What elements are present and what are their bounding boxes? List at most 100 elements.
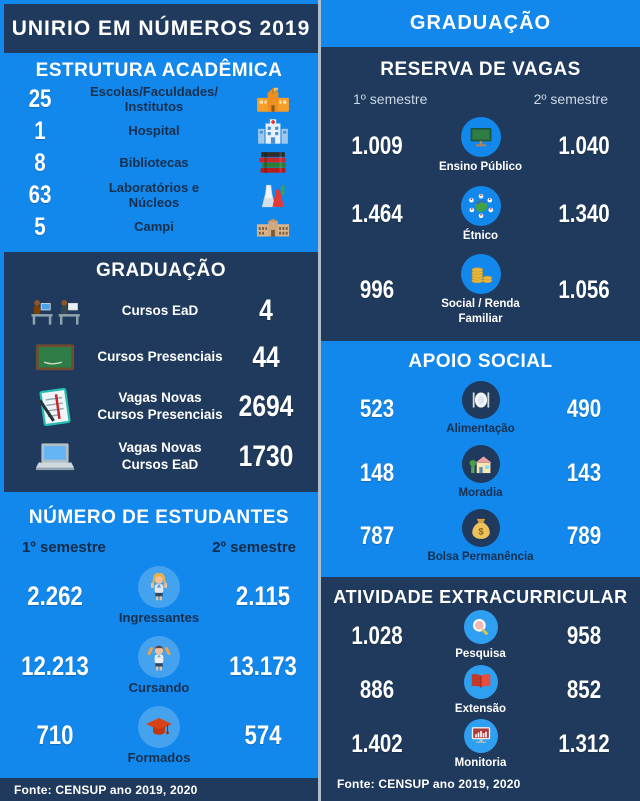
reserva-rows: 1.009 Ensino Público 1.040 1.464: [329, 107, 632, 337]
food-icon: [470, 389, 492, 411]
stat-label: Étnico: [462, 229, 499, 242]
table-row: Vagas Novas Cursos EaD 1730: [14, 440, 308, 474]
section-graduacao-left: GRADUAÇÃO Cursos EaD 4 Cursos Presenciai…: [4, 252, 318, 492]
icon-circle: [138, 636, 180, 679]
table-row: 5 Campi: [8, 213, 310, 242]
left-header: UNIRIO EM NÚMEROS 2019: [4, 4, 318, 53]
stat-center: $ Bolsa Permanência: [425, 509, 536, 565]
stat-value-sem2: 574: [244, 720, 282, 751]
stat-value-sem2: 1.340: [558, 200, 610, 229]
stat-label: Vagas Novas Cursos Presenciais: [97, 390, 223, 423]
table-row: 1.402 Monitoria 1.312: [329, 718, 632, 771]
stat-label: Bibliotecas: [119, 155, 189, 171]
stat-value-sem2: 143: [566, 458, 602, 487]
table-row: 1.464 Étnico 1.340: [329, 185, 632, 244]
stat-label: Monitoria: [454, 756, 507, 769]
stat-center: Alimentação: [425, 381, 536, 437]
table-row: 2.262 Ingressantes 2.115: [8, 566, 310, 626]
table-row: Vagas Novas Cursos Presenciais 2694: [14, 387, 308, 427]
stat-label: Hospital: [128, 123, 180, 139]
stat-value-sem1: 1.464: [351, 200, 403, 229]
stat-center: Ingressantes: [102, 566, 216, 626]
stat-center: Social / Renda Familiar: [425, 253, 536, 327]
table-row: 63 Laboratórios e Núcleos: [8, 180, 310, 211]
section-title: RESERVA DE VAGAS: [380, 59, 581, 80]
icon-circle: [463, 664, 498, 699]
stat-label: Formados: [127, 750, 191, 766]
stat-center: Cursando: [102, 636, 216, 696]
stat-value-sem1: 2.262: [27, 580, 83, 611]
laptop-icon: [34, 442, 76, 472]
icon-circle: [463, 610, 498, 645]
stat-label: Cursos Presenciais: [97, 349, 223, 365]
svg-text:$: $: [478, 526, 483, 536]
section-atividade-extracurricular: ATIVIDADE EXTRACURRICULAR 1.028 Pesquisa…: [321, 577, 640, 801]
ead-students-icon: [29, 296, 81, 326]
stat-label: Pesquisa: [455, 648, 506, 661]
icon-circle: [463, 718, 498, 753]
section-apoio-social: APOIO SOCIAL 523 Alimentação 490 148: [321, 341, 640, 577]
left-footer: Fonte: CENSUP ano 2019, 2020: [0, 778, 318, 801]
stat-label: Escolas/Faculdades/ Institutos: [90, 83, 218, 114]
stat-label: Cursando: [128, 680, 190, 696]
stat-value-sem1: 710: [36, 720, 74, 751]
stat-value: 8: [34, 148, 46, 177]
section-numero-de-estudantes: NÚMERO DE ESTUDANTES 1º semestre 2º seme…: [0, 497, 318, 778]
extension-icon: [470, 673, 492, 690]
ethnic-icon: [468, 193, 494, 219]
section-title: APOIO SOCIAL: [408, 351, 553, 372]
estudantes-rows: 2.262 Ingressantes 2.115 12.213: [8, 556, 310, 776]
stat-center: Étnico: [425, 185, 536, 244]
semester-2-label: 2º semestre: [212, 539, 296, 556]
boy-student-icon: [147, 643, 171, 671]
money-bag-icon: $: [471, 517, 491, 540]
stat-value-sem2: 1.312: [558, 730, 610, 759]
page-title: UNIRIO EM NÚMEROS 2019: [11, 16, 311, 40]
source-note: Fonte: CENSUP ano 2019, 2020: [337, 777, 521, 791]
chalkboard-icon: [34, 343, 76, 373]
stat-value-sem1: 886: [359, 676, 395, 704]
coins-icon: [468, 264, 494, 284]
stat-value-sem2: 958: [566, 621, 602, 650]
girl-student-icon: [148, 573, 170, 601]
table-row: Cursos Presenciais 44: [14, 341, 308, 375]
icon-circle: [138, 706, 180, 749]
semester-header: 1º semestre 2º semestre: [329, 91, 632, 107]
stat-value-sem2: 13.173: [229, 650, 297, 681]
right-header: GRADUAÇÃO: [321, 0, 640, 47]
icon-circle: [460, 253, 501, 294]
table-row: Cursos EaD 4: [14, 294, 308, 328]
notepad-icon: [37, 387, 73, 427]
section-title: ESTRUTURA ACADÊMICA: [35, 60, 283, 81]
column-divider: [318, 0, 321, 801]
stat-value: 44: [252, 340, 280, 374]
stat-label: Moradia: [458, 487, 503, 500]
section-reserva-de-vagas: RESERVA DE VAGAS 1º semestre 2º semestre…: [321, 47, 640, 341]
semester-1-label: 1º semestre: [353, 91, 428, 107]
table-row: 523 Alimentação 490: [329, 381, 632, 437]
apoio-rows: 523 Alimentação 490 148: [329, 373, 632, 573]
table-row: 996 Social / Renda Familiar 1.056: [329, 253, 632, 327]
stat-value-sem1: 12.213: [21, 650, 89, 681]
section-estrutura-academica: ESTRUTURA ACADÊMICA 25 Escolas/Faculdade…: [0, 53, 318, 247]
stat-value: 63: [28, 181, 52, 210]
icon-circle: [460, 185, 501, 226]
table-row: 1.009 Ensino Público 1.040: [329, 117, 632, 175]
table-row: 25 Escolas/Faculdades/ Institutos: [8, 83, 310, 115]
stat-value: 2694: [238, 390, 294, 424]
semester-2-label: 2º semestre: [533, 91, 608, 107]
campus-icon: [256, 215, 290, 241]
section-title: GRADUAÇÃO: [409, 12, 552, 34]
table-row: 8 Bibliotecas: [8, 149, 310, 178]
research-icon: [471, 617, 491, 637]
semester-header: 1º semestre 2º semestre: [8, 539, 310, 556]
stat-value-sem1: 1.009: [351, 131, 403, 160]
icon-circle: [460, 117, 501, 158]
books-icon: [256, 150, 290, 176]
stat-value-sem1: 787: [359, 522, 395, 551]
stat-center: Formados: [102, 706, 216, 766]
stat-value: 1730: [238, 439, 294, 473]
source-note: Fonte: CENSUP ano 2019, 2020: [14, 782, 198, 797]
stat-value-sem2: 789: [566, 522, 602, 551]
